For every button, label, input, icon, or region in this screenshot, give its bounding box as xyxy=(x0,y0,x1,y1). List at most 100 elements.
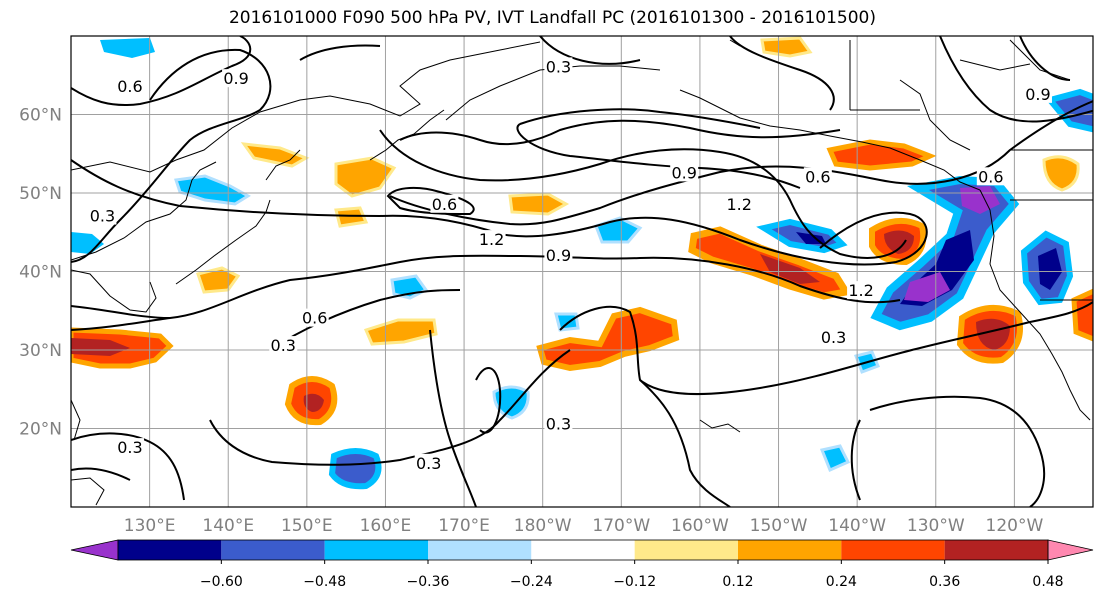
contour-labels: 0.6 0.9 0.3 0.9 0.6 0.6 0.9 0.6 1.2 0.3 1.2 0.9 1.2 0… xyxy=(88,57,1052,473)
contour-label: 0.3 xyxy=(117,438,142,457)
lon-label: 140°W xyxy=(828,516,886,536)
lon-label: 150°W xyxy=(750,516,808,536)
colorbar-bin xyxy=(841,540,945,560)
anomaly-negative xyxy=(554,312,580,332)
anomaly-positive xyxy=(303,393,324,412)
anomaly-positive xyxy=(1071,288,1093,342)
anomaly-positive xyxy=(760,254,820,284)
contour-label: 1.2 xyxy=(727,195,752,214)
contour-label: 0.9 xyxy=(1025,85,1050,104)
contour-label: 0.6 xyxy=(805,167,830,186)
contour-label: 1.2 xyxy=(848,281,873,300)
anomaly-negative xyxy=(71,232,104,254)
colorbar-tick-label: −0.36 xyxy=(407,574,450,590)
contour-label: 0.6 xyxy=(117,77,142,96)
contour-label-bg xyxy=(414,453,443,472)
lon-label: 130°W xyxy=(907,516,965,536)
lat-label: 60°N xyxy=(19,106,62,126)
contour-label: 0.3 xyxy=(416,454,441,473)
contour-label-bg xyxy=(803,167,832,186)
anomaly-positive xyxy=(71,338,130,356)
anomaly-positive xyxy=(334,156,397,198)
anomaly-positive xyxy=(976,318,1010,350)
anomaly-negative xyxy=(594,216,643,244)
anomaly-negative xyxy=(328,448,382,490)
anomaly-positive xyxy=(240,142,310,168)
contour-label-bg xyxy=(544,414,573,433)
lon-label: 130°E xyxy=(124,516,176,536)
colorbar-bin xyxy=(738,540,842,560)
lat-label: 20°N xyxy=(19,420,62,440)
colorbar-tick-label: −0.12 xyxy=(613,574,656,590)
lat-label: 40°N xyxy=(19,263,62,283)
contour-label: 0.6 xyxy=(978,167,1003,186)
anomaly-positive xyxy=(536,306,680,372)
anomaly-positive xyxy=(1042,155,1080,192)
contour-label: 0.6 xyxy=(432,195,457,214)
contour-label: 0.3 xyxy=(546,57,571,76)
longitude-labels: 130°E 140°E 150°E 160°E 170°E 180°W 170°W 160°W… xyxy=(124,516,1044,536)
contour-label-bg xyxy=(88,206,117,225)
contour-label: 0.6 xyxy=(302,309,327,328)
contour-label-bg xyxy=(222,69,251,88)
lon-label: 180°W xyxy=(514,516,572,536)
contour-label-bg xyxy=(544,245,573,264)
colorbar-tick-label: 0.36 xyxy=(929,574,960,590)
latitude-labels: 60°N 50°N 40°N 30°N 20°N xyxy=(19,106,62,440)
anomaly-negative xyxy=(174,174,251,206)
lon-label: 140°E xyxy=(202,516,254,536)
anomaly-negative xyxy=(819,444,851,473)
lon-label: 170°E xyxy=(438,516,490,536)
contour-label-bg xyxy=(477,230,506,249)
anomaly-negative xyxy=(100,38,155,58)
contour-label: 0.3 xyxy=(271,336,296,355)
contour-label-bg xyxy=(1023,84,1052,103)
anomaly-positive xyxy=(884,230,914,254)
colorbar-outline xyxy=(117,539,1049,561)
lon-label: 160°E xyxy=(360,516,412,536)
colorbar-tick-label: −0.48 xyxy=(303,574,346,590)
contour-label-bg xyxy=(115,438,144,457)
contour-label-bg xyxy=(115,77,144,96)
contour-label-bg xyxy=(300,308,329,327)
contour-label: 0.3 xyxy=(546,415,571,434)
colorbar-bin xyxy=(944,540,1048,560)
anomaly-positive xyxy=(508,192,570,216)
colorbar-bin xyxy=(324,540,428,560)
colorbar-bin xyxy=(428,540,532,560)
colorbar-tick-label: 0.12 xyxy=(722,574,753,590)
contour-label-bg xyxy=(269,336,298,355)
colorbar-bin xyxy=(634,540,738,560)
colorbar-tick-label: 0.24 xyxy=(826,574,857,590)
contour-label-bg xyxy=(544,57,573,76)
contour-label-bg xyxy=(725,194,754,213)
coastlines xyxy=(71,39,1093,506)
contour-label-bg xyxy=(847,281,876,300)
contour-label: 0.9 xyxy=(223,69,248,88)
contour-label-bg xyxy=(819,328,848,347)
anomaly-negative xyxy=(904,272,950,302)
contour-label: 0.9 xyxy=(546,246,571,265)
contour-label: 1.2 xyxy=(479,230,504,249)
colorbar-tick-label: −0.60 xyxy=(200,574,243,590)
colorbar-bin xyxy=(118,540,222,560)
colorbar-bin xyxy=(531,540,635,560)
colorbar-tick-label: −0.24 xyxy=(510,574,553,590)
contour-label: 0.9 xyxy=(671,163,696,182)
contour-label: 0.3 xyxy=(90,207,115,226)
colorbar-tick-label: 0.48 xyxy=(1032,574,1063,590)
contour-label-bg xyxy=(430,194,459,213)
colorbar-extend-max xyxy=(1047,539,1094,561)
anomaly-negative xyxy=(1038,248,1062,290)
ivt-pc-shading xyxy=(71,36,1093,490)
lon-label: 160°W xyxy=(671,516,729,536)
lat-label: 50°N xyxy=(19,184,62,204)
contour-label-bg xyxy=(976,167,1005,186)
colorbar-bin xyxy=(221,540,325,560)
graticule xyxy=(71,36,1093,507)
anomaly-positive xyxy=(363,318,438,346)
map-title: 2016101000 F090 500 hPa PV, IVT Landfall… xyxy=(228,8,876,28)
anomaly-positive xyxy=(760,36,813,58)
lon-label: 120°W xyxy=(986,516,1044,536)
